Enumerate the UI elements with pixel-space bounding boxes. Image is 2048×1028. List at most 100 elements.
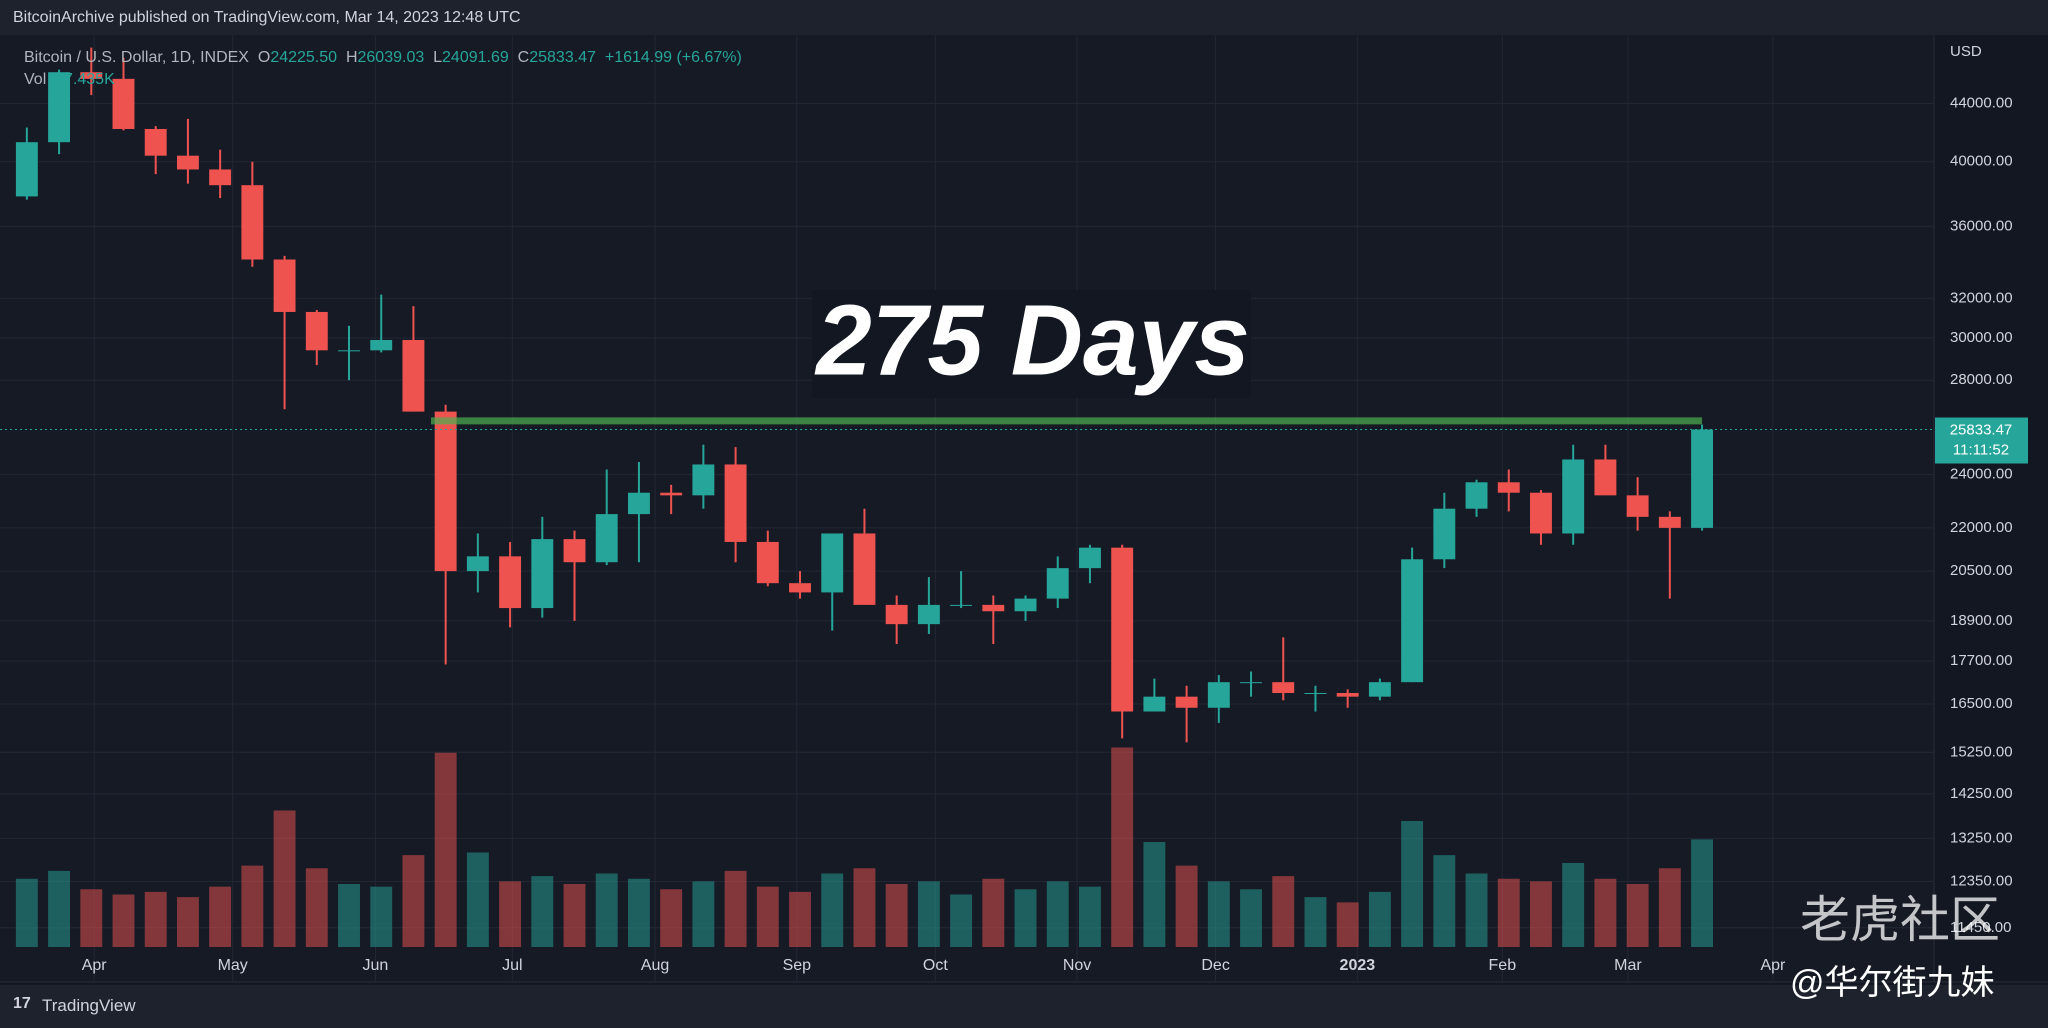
volume-bar (338, 884, 360, 947)
published: BitcoinArchive published on TradingView.… (13, 9, 521, 26)
volume-bar (305, 868, 328, 947)
x-tick-label: May (218, 957, 248, 974)
volume-bar (1691, 839, 1714, 947)
candle-body (466, 556, 489, 572)
volume-bar (1240, 889, 1262, 947)
candle-body (15, 142, 38, 197)
candle-body (338, 350, 360, 352)
volume-bar (466, 852, 489, 947)
volume-bar (531, 876, 554, 947)
y-tick-label: 32000.00 (1950, 289, 2013, 306)
label: C (517, 49, 530, 66)
credit: @华尔街九妹 (1790, 964, 1995, 1002)
y-tick-label: 36000.00 (1950, 217, 2013, 234)
candle-body (144, 128, 167, 156)
candle-body (692, 464, 715, 496)
label: L (433, 49, 443, 66)
volume-bar (853, 868, 876, 947)
volume-bar (1497, 878, 1520, 947)
candle-body (1207, 682, 1230, 708)
candle-body (1304, 693, 1327, 695)
open: 24225.50 (270, 49, 338, 66)
candle-body (80, 72, 103, 79)
volume: 27.435K (55, 71, 115, 88)
candle-body (1562, 459, 1585, 534)
candle-body (1368, 682, 1391, 697)
candle-body (627, 492, 650, 515)
volume-bar (1111, 747, 1134, 947)
candle-body (1658, 516, 1681, 528)
x-tick-label: Aug (641, 957, 669, 974)
volume-bar (1175, 865, 1198, 947)
volume-bar (1304, 897, 1327, 947)
volume-bar (821, 873, 844, 947)
volume-bar (1046, 881, 1069, 947)
volume-bar (917, 881, 940, 947)
volume-bar (627, 878, 650, 947)
volume-bar (144, 891, 167, 947)
candle-body (1465, 482, 1488, 509)
volume-bar (370, 886, 393, 947)
candle-body (1433, 508, 1456, 560)
candle-body (982, 604, 1005, 612)
volume-bar (789, 891, 811, 947)
label: Vol (24, 71, 47, 88)
y-tick-label: 16500.00 (1950, 695, 2013, 712)
volume-bar (885, 884, 908, 947)
volume-bar (48, 870, 71, 947)
label: H (345, 49, 358, 66)
candle-body (1240, 682, 1262, 684)
x-tick-label: Apr (1760, 957, 1786, 974)
y-tick-label: 40000.00 (1950, 153, 2013, 170)
volume-bar (1594, 878, 1617, 947)
candle-body (1014, 598, 1037, 612)
logo: 17 (13, 995, 31, 1012)
volume-bar (1368, 891, 1391, 947)
volume-bar (692, 881, 715, 947)
volume-bar (1562, 863, 1585, 947)
watermark: 老虎社区 (1800, 892, 2000, 948)
candle-body (1046, 568, 1069, 599)
candle-body (595, 514, 618, 563)
volume-bar (1272, 876, 1295, 947)
countdown: 11:11:52 (1953, 441, 2009, 458)
change: +1614.99 (+6.67%) (604, 49, 742, 66)
candle-body (1111, 547, 1134, 712)
volume-bar (1014, 889, 1037, 947)
candle-body (563, 539, 586, 563)
volume-bar (1207, 881, 1230, 947)
volume-bar (1143, 842, 1166, 947)
candle-body (1143, 696, 1166, 712)
volume-bar (80, 889, 103, 947)
volume-bar (1433, 855, 1456, 947)
y-tick-label: 44000.00 (1950, 94, 2013, 111)
volume-bar (724, 870, 747, 947)
price-box (1935, 417, 2028, 464)
volume-bar (595, 873, 618, 947)
volume-bar (1079, 886, 1101, 947)
y-tick-label: 12350.00 (1950, 872, 2013, 889)
x-tick-label: Dec (1201, 957, 1229, 974)
candle-body (950, 604, 973, 606)
legend: Bitcoin / U.S. Dollar, 1D, INDEX O24225.… (24, 47, 742, 91)
y-tick-label: 30000.00 (1950, 329, 2013, 346)
last-price-label: 25833.47 (1950, 421, 2013, 438)
candle-body (756, 541, 779, 584)
x-tick-label: Nov (1063, 957, 1091, 974)
volume-bar (563, 884, 586, 947)
candle-body (499, 556, 522, 609)
volume-bar (1658, 868, 1681, 947)
volume-bar (950, 894, 973, 947)
x-tick-label: 2023 (1340, 957, 1376, 974)
y-tick-label: 18900.00 (1950, 612, 2013, 629)
symbol: Bitcoin / U.S. Dollar, 1D, INDEX (24, 49, 249, 66)
candle-body (1272, 682, 1295, 694)
vol-row: Vol 27.435K (24, 69, 742, 91)
bottom-bar: 17 TradingView (0, 985, 2048, 1028)
candle-body (885, 604, 908, 625)
y-tick-label: 14250.00 (1950, 785, 2013, 802)
candle-body (789, 583, 811, 593)
high: 26039.03 (357, 49, 425, 66)
plot-bg (0, 35, 1934, 982)
